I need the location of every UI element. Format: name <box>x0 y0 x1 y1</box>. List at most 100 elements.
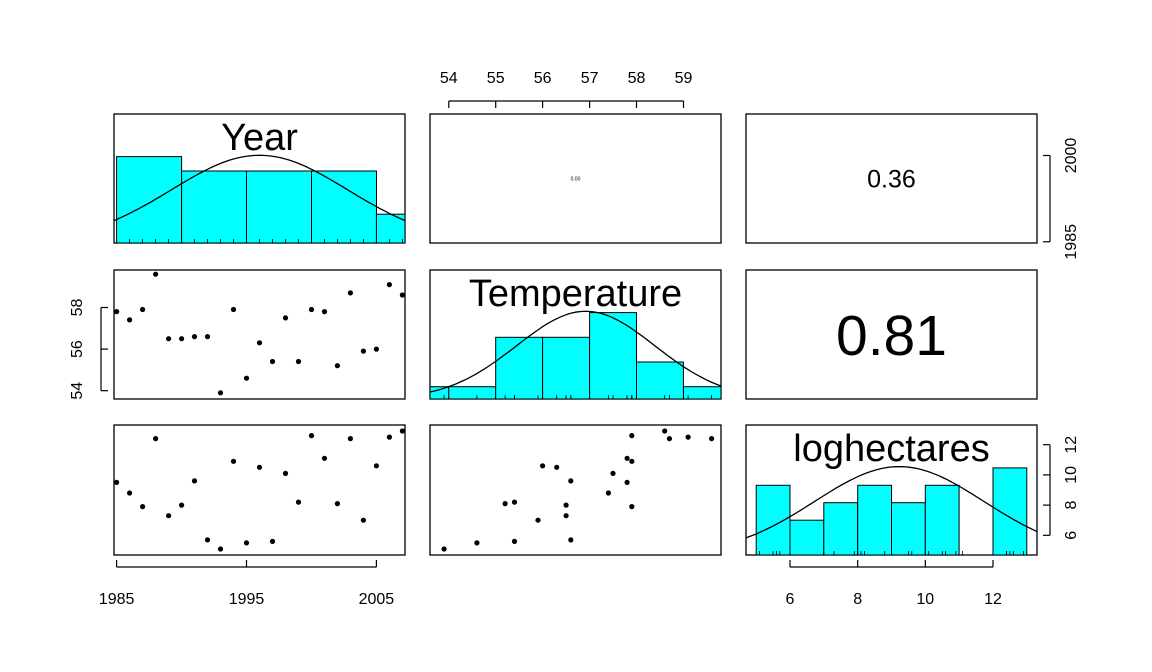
label-layer: Year Temperature loghectares 0.36 0.81 0.00 <box>221 117 990 470</box>
scatter-point-2-0-8 <box>217 546 224 552</box>
scatter-point-2-0-0 <box>114 479 120 485</box>
bottom-loghectares-tick-label-12: 12 <box>984 591 1002 608</box>
scatter-point-2-0-19 <box>360 517 366 523</box>
scatter-point-1-0-16 <box>321 309 328 315</box>
scatter-point-2-1-3 <box>709 436 715 442</box>
left-temperature-tick-label-58: 58 <box>69 299 86 317</box>
scatter-point-2-0-11 <box>256 464 263 470</box>
density-curve-layer <box>113 154 1038 555</box>
bottom-year-tick-label-1985: 1985 <box>99 591 135 608</box>
panel-1-2 <box>745 269 1038 400</box>
scatter-point-2-0-3 <box>153 436 159 442</box>
scatter-point-2-0-1 <box>127 490 133 496</box>
density-curve-Temperature <box>429 310 722 393</box>
scatter-point-2-1-20 <box>540 463 546 469</box>
scatter-point-1-0-13 <box>282 315 289 321</box>
scatter-point-2-0-14 <box>295 499 302 505</box>
scatter-point-1-0-0 <box>114 309 120 315</box>
right-year-tick-label-2000: 2000 <box>1063 138 1080 174</box>
scatter-point-2-0-22 <box>399 428 405 434</box>
scatter-point-2-1-0 <box>624 479 630 485</box>
histogram-bar-loghectares-5 <box>924 484 960 556</box>
scatter-point-2-1-12 <box>511 538 518 545</box>
scatter-point-2-0-13 <box>282 470 289 476</box>
histogram-layer <box>116 156 1028 556</box>
scatter-point-2-1-4 <box>563 513 569 519</box>
scatter-point-1-0-20 <box>373 346 379 352</box>
density-curve-loghectares <box>745 465 1038 539</box>
scatter-point-1-0-15 <box>308 306 315 313</box>
scatter-point-2-0-7 <box>204 537 211 543</box>
scatter-point-1-0-1 <box>127 317 133 323</box>
top-temperature-tick-label-56: 56 <box>534 70 552 87</box>
correlation-label-0-1: 0.00 <box>571 176 581 182</box>
scatter-point-2-0-17 <box>334 501 340 507</box>
scatter-point-2-0-15 <box>308 433 315 439</box>
histogram-bar-Temperature-6 <box>683 386 722 400</box>
right-loghectares-tick-label-8: 8 <box>1063 501 1080 510</box>
variable-label-loghectares: loghectares <box>793 428 989 470</box>
scatter-point-1-0-22 <box>399 292 405 298</box>
right-year-tick-label-1985: 1985 <box>1063 224 1080 260</box>
scatter-point-2-1-22 <box>662 428 668 434</box>
scatter-point-2-1-2 <box>629 504 635 510</box>
scatter-point-2-0-18 <box>347 436 353 442</box>
scatter-point-1-0-19 <box>360 348 366 354</box>
scatter-point-2-1-18 <box>666 436 673 442</box>
scatter-point-2-1-5 <box>563 502 569 508</box>
scatter-point-2-1-6 <box>568 478 574 484</box>
scatter-point-2-0-12 <box>269 538 276 545</box>
correlation-label-0-2: 0.36 <box>867 166 916 194</box>
scatter-point-2-1-9 <box>629 458 635 464</box>
bottom-loghectares-tick-label-10: 10 <box>916 591 934 608</box>
bottom-year-tick-label-1995: 1995 <box>229 591 265 608</box>
scatter-point-2-0-4 <box>166 513 172 519</box>
scatter-point-2-0-5 <box>179 502 185 508</box>
panel-frames <box>113 113 1038 556</box>
scatter-point-1-0-7 <box>204 334 211 340</box>
scatter-point-2-1-16 <box>624 455 630 461</box>
axis-layer: 54 55 56 57 58 59 1985 1995 2005 6 8 10 12 54 56 58 1985… <box>69 70 1080 608</box>
scatter-point-1-0-4 <box>166 336 172 342</box>
histogram-bar-Year-0 <box>116 156 183 244</box>
bottom-year-tick-label-2005: 2005 <box>359 591 395 608</box>
panel-2-1 <box>429 424 722 556</box>
scatter-point-2-1-8 <box>441 546 447 552</box>
left-temperature-tick-label-54: 54 <box>69 382 86 400</box>
top-temperature-tick-label-58: 58 <box>628 70 646 87</box>
histogram-bar-Year-2 <box>246 170 312 244</box>
bottom-loghectares-tick-label-6: 6 <box>786 591 795 608</box>
panel-0-2 <box>745 113 1038 244</box>
scatter-point-2-0-2 <box>140 504 146 510</box>
scatter-point-2-0-9 <box>230 458 237 464</box>
top-temperature-tick-label-54: 54 <box>440 70 458 87</box>
variable-label-Year: Year <box>221 117 298 159</box>
histogram-bar-Temperature-2 <box>495 336 544 400</box>
top-temperature-tick-label-59: 59 <box>675 70 693 87</box>
scatter-point-1-0-10 <box>243 375 250 381</box>
scatter-point-2-0-16 <box>321 455 328 461</box>
bottom-loghectares-tick-label-8: 8 <box>853 591 862 608</box>
scatter-point-1-0-21 <box>386 282 392 288</box>
scatter-point-1-0-5 <box>179 336 185 342</box>
right-loghectares-tick-label-10: 10 <box>1063 466 1080 484</box>
histogram-bar-Year-1 <box>181 170 248 244</box>
scatter-point-2-1-15 <box>629 433 635 439</box>
scatter-point-1-0-11 <box>256 340 263 346</box>
scatter-point-2-1-17 <box>502 501 508 507</box>
scatter-point-1-0-12 <box>269 358 276 365</box>
scatter-point-1-0-8 <box>217 390 224 396</box>
scatter-point-1-0-18 <box>347 290 353 296</box>
panel-0-1 <box>429 113 722 244</box>
scatter-point-2-1-10 <box>474 540 480 546</box>
top-temperature-tick-label-57: 57 <box>581 70 599 87</box>
histogram-bar-loghectares-4 <box>891 502 926 556</box>
histogram-bar-Temperature-5 <box>636 361 684 400</box>
histogram-bar-Year-3 <box>311 170 377 244</box>
scatter-point-2-1-7 <box>568 537 574 543</box>
scatter-point-1-0-9 <box>230 306 237 313</box>
left-temperature-tick-label-56: 56 <box>69 340 86 358</box>
histogram-bar-loghectares-1 <box>789 519 825 556</box>
scatter-point-1-0-2 <box>140 306 146 313</box>
